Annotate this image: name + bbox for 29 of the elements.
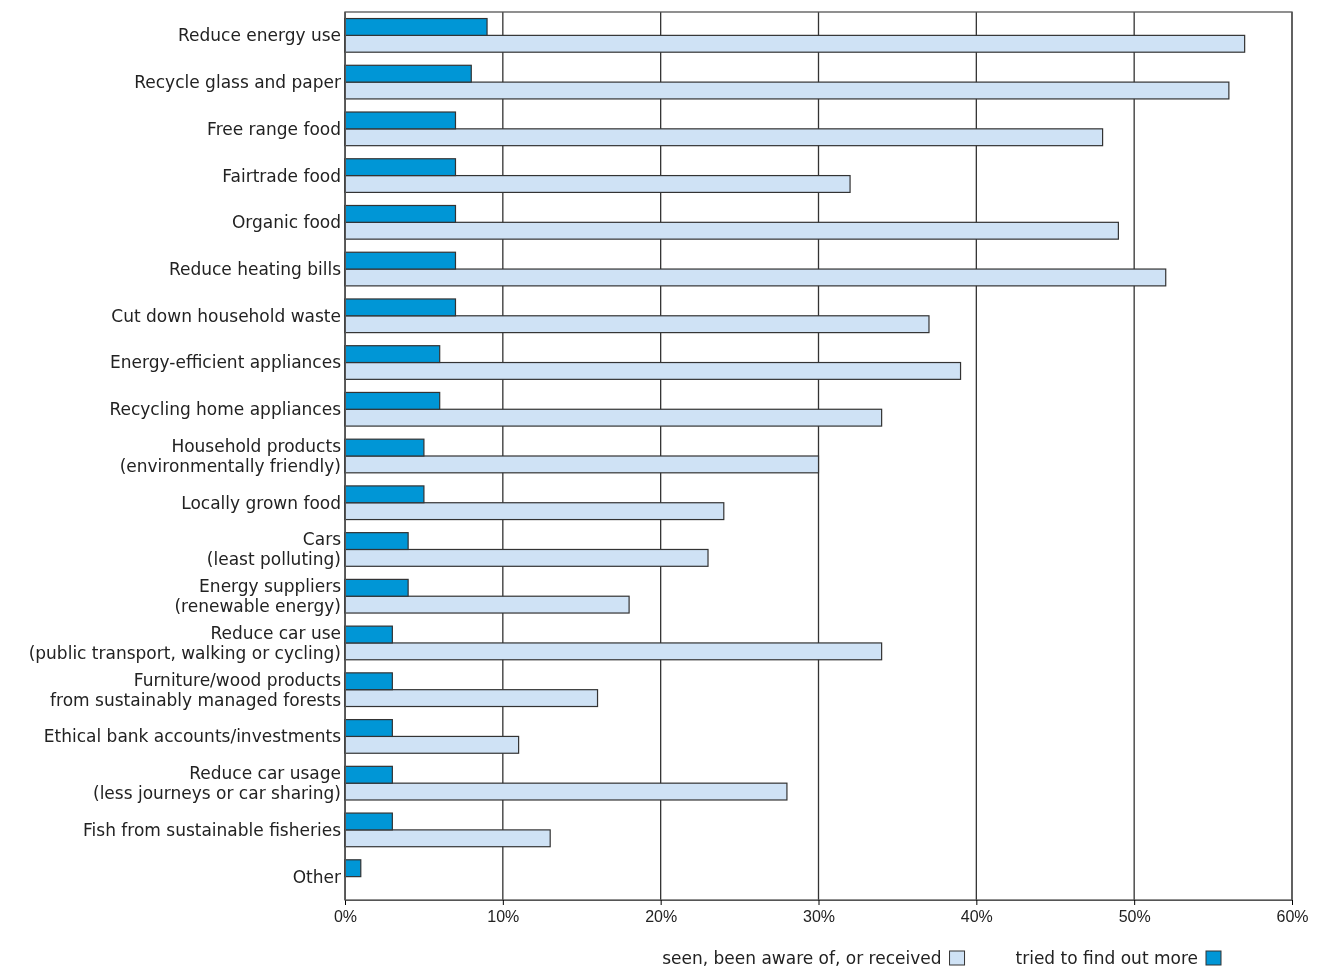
x-tick-label: 10% — [487, 908, 520, 926]
bar — [344, 859, 362, 878]
y-tick-label: Recycling home appliances — [109, 399, 342, 420]
y-tick-label: Cars (least polluting) — [206, 529, 342, 570]
y-tick-label: Energy-efficient appliances — [110, 352, 342, 373]
y-tick-label: Locally grown food — [181, 492, 341, 513]
y-tick-label: Household products (environmentally friendly) — [119, 435, 342, 476]
y-tick-label: Recycle glass and paper — [134, 72, 342, 93]
y-tick-label: Reduce energy use — [177, 25, 341, 46]
y-tick-label: Ethical bank accounts/investments — [43, 726, 342, 747]
y-tick-label: Fairtrade food — [222, 165, 341, 186]
x-tick-label: 60% — [1276, 908, 1309, 926]
x-tick-label: 20% — [645, 908, 678, 926]
x-tick-label: 30% — [802, 908, 836, 926]
y-tick-label: Free range food — [207, 118, 341, 139]
legend-label: tried to find out more — [1015, 948, 1198, 968]
legend-label: seen, been aware of, or received — [662, 948, 942, 968]
x-tick-label: 40% — [960, 908, 993, 926]
y-tick-label: Furniture/wood products from sustainably managed forests — [50, 669, 342, 710]
x-tick-label: 0% — [333, 908, 358, 926]
y-tick-label: Organic food — [231, 212, 341, 233]
x-tick-label: 50% — [1118, 908, 1151, 926]
y-tick-label: Reduce heating bills — [168, 259, 342, 279]
y-tick-label: Energy suppliers (renewable energy) — [174, 576, 342, 617]
y-tick-label: Cut down household waste — [111, 305, 341, 326]
y-tick-label: Reduce car usage (less journeys or car sharing) — [93, 763, 341, 804]
y-tick-label: Fish from sustainable fisheries — [83, 819, 342, 840]
y-tick-label: Reduce car use (public transport, walking or cycling) — [28, 622, 341, 663]
y-tick-label: Other — [292, 866, 341, 887]
